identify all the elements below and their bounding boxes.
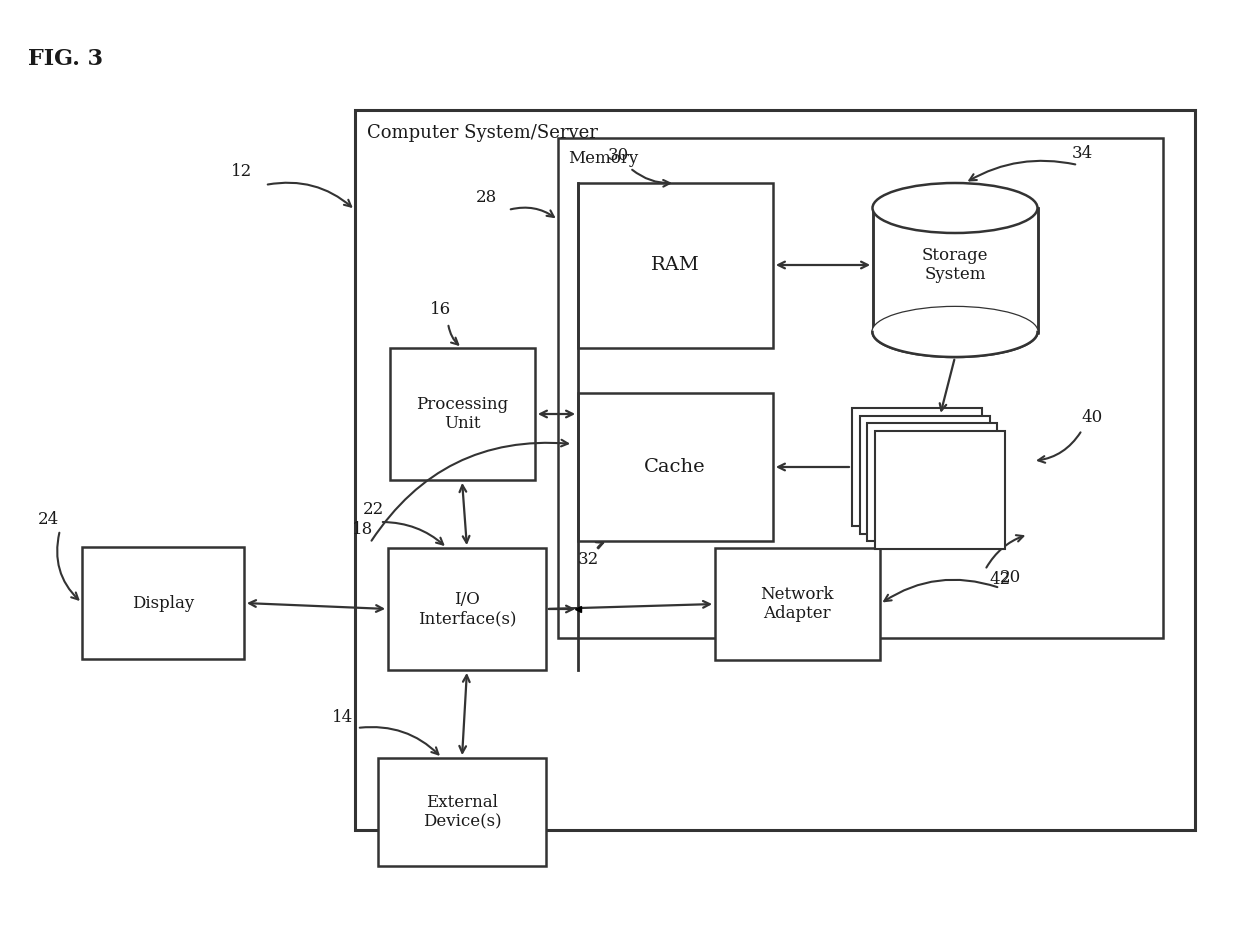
Text: RAM: RAM xyxy=(651,256,699,274)
Bar xyxy=(558,138,1163,638)
Text: External
Device(s): External Device(s) xyxy=(423,794,501,830)
Text: Storage
System: Storage System xyxy=(921,247,988,283)
Bar xyxy=(378,758,546,866)
Text: Computer System/Server: Computer System/Server xyxy=(367,124,598,142)
Bar xyxy=(873,208,1038,333)
Text: 24: 24 xyxy=(37,511,58,528)
Bar xyxy=(355,110,1195,830)
Text: Network
Adapter: Network Adapter xyxy=(760,585,833,622)
Text: 20: 20 xyxy=(999,569,1021,586)
Text: 16: 16 xyxy=(429,301,450,319)
Bar xyxy=(82,547,244,659)
Ellipse shape xyxy=(873,307,1038,357)
Bar xyxy=(578,393,773,541)
Text: 42: 42 xyxy=(990,571,1011,588)
Bar xyxy=(875,431,1004,549)
Text: 30: 30 xyxy=(608,146,629,163)
Text: 22: 22 xyxy=(362,502,383,519)
Text: FIG. 3: FIG. 3 xyxy=(29,48,103,70)
Text: I/O
Interface(s): I/O Interface(s) xyxy=(418,591,516,628)
Ellipse shape xyxy=(873,307,1038,357)
Text: 34: 34 xyxy=(1071,144,1092,161)
Text: 40: 40 xyxy=(1081,410,1102,427)
Bar xyxy=(859,416,990,534)
Text: 12: 12 xyxy=(232,163,253,180)
Bar xyxy=(867,423,997,541)
Bar xyxy=(852,408,982,526)
Text: 14: 14 xyxy=(332,709,353,727)
Bar xyxy=(578,183,773,348)
Text: 28: 28 xyxy=(475,189,497,206)
Bar xyxy=(388,548,546,670)
Bar xyxy=(391,348,534,480)
Ellipse shape xyxy=(873,183,1038,233)
Text: 18: 18 xyxy=(352,522,373,538)
Text: Processing
Unit: Processing Unit xyxy=(415,396,508,432)
Bar xyxy=(715,548,880,660)
Text: 32: 32 xyxy=(578,552,599,568)
Text: Display: Display xyxy=(131,595,195,612)
Text: Cache: Cache xyxy=(645,458,706,476)
Text: Memory: Memory xyxy=(568,150,639,167)
